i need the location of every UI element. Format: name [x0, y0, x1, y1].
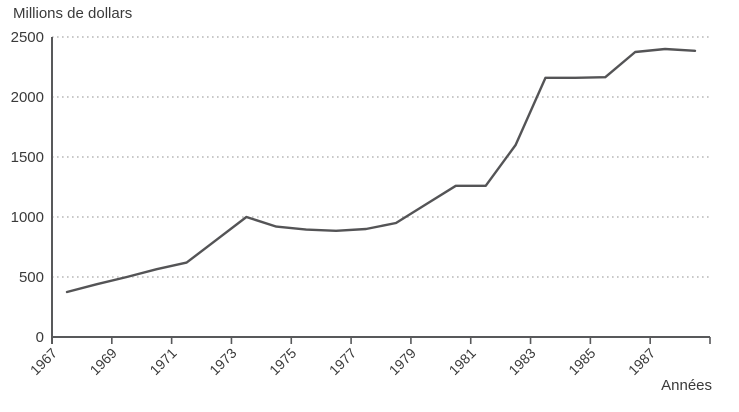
y-tick-label: 2500: [11, 29, 44, 46]
x-tick-label: 1971: [146, 345, 179, 378]
x-tick-label: 1983: [505, 345, 538, 378]
y-tick-label: 2000: [11, 89, 44, 106]
x-tick-label: 1969: [87, 345, 120, 378]
x-tick-label: 1975: [266, 345, 299, 378]
y-axis-title: Millions de dollars: [13, 5, 133, 22]
y-tick-label: 1000: [11, 209, 44, 226]
y-tick-label: 500: [19, 269, 44, 286]
x-tick-label: 1967: [27, 345, 60, 378]
x-tick-label: 1973: [206, 345, 239, 378]
x-tick-label: 1979: [386, 345, 419, 378]
x-axis-title: Années: [661, 377, 712, 394]
y-tick-label: 0: [36, 329, 44, 346]
series-line: [65, 47, 697, 294]
y-tick-label: 1500: [11, 149, 44, 166]
x-tick-label: 1981: [446, 345, 479, 378]
x-tick-label: 1977: [326, 345, 359, 378]
x-tick-label: 1985: [565, 345, 598, 378]
x-tick-label: 1987: [625, 345, 658, 378]
